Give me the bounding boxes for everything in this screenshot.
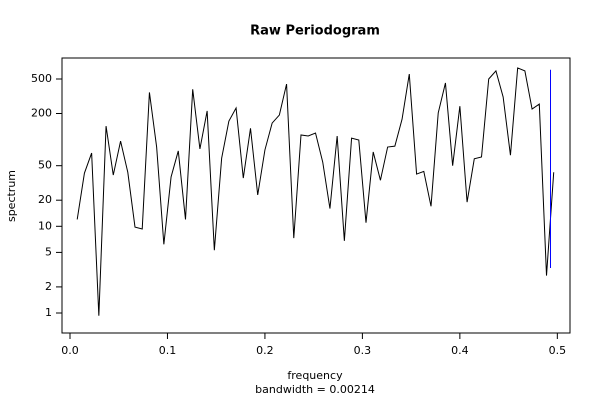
x-tick-label: 0.0	[61, 344, 79, 357]
y-tick-label: 10	[38, 219, 52, 232]
y-tick-label: 50	[38, 159, 52, 172]
x-tick-label: 0.2	[256, 344, 274, 357]
spectrum-line	[76, 67, 555, 316]
plot-frame	[61, 57, 571, 334]
x-tick-label: 0.5	[549, 344, 567, 357]
y-tick-label: 1	[45, 306, 52, 319]
y-axis-label: spectrum	[5, 170, 18, 222]
y-tick-label: 20	[38, 193, 52, 206]
x-tick-label: 0.3	[354, 344, 372, 357]
y-tick-label: 200	[31, 106, 52, 119]
x-tick-label: 0.4	[451, 344, 469, 357]
subtitle: bandwidth = 0.00214	[255, 383, 375, 396]
chart-title: Raw Periodogram	[250, 24, 380, 39]
y-tick-label: 5	[45, 245, 52, 258]
y-tick-label: 2	[45, 280, 52, 293]
x-axis-label: frequency	[287, 369, 343, 382]
x-tick-label: 0.1	[159, 344, 177, 357]
y-tick-label: 500	[31, 72, 52, 85]
